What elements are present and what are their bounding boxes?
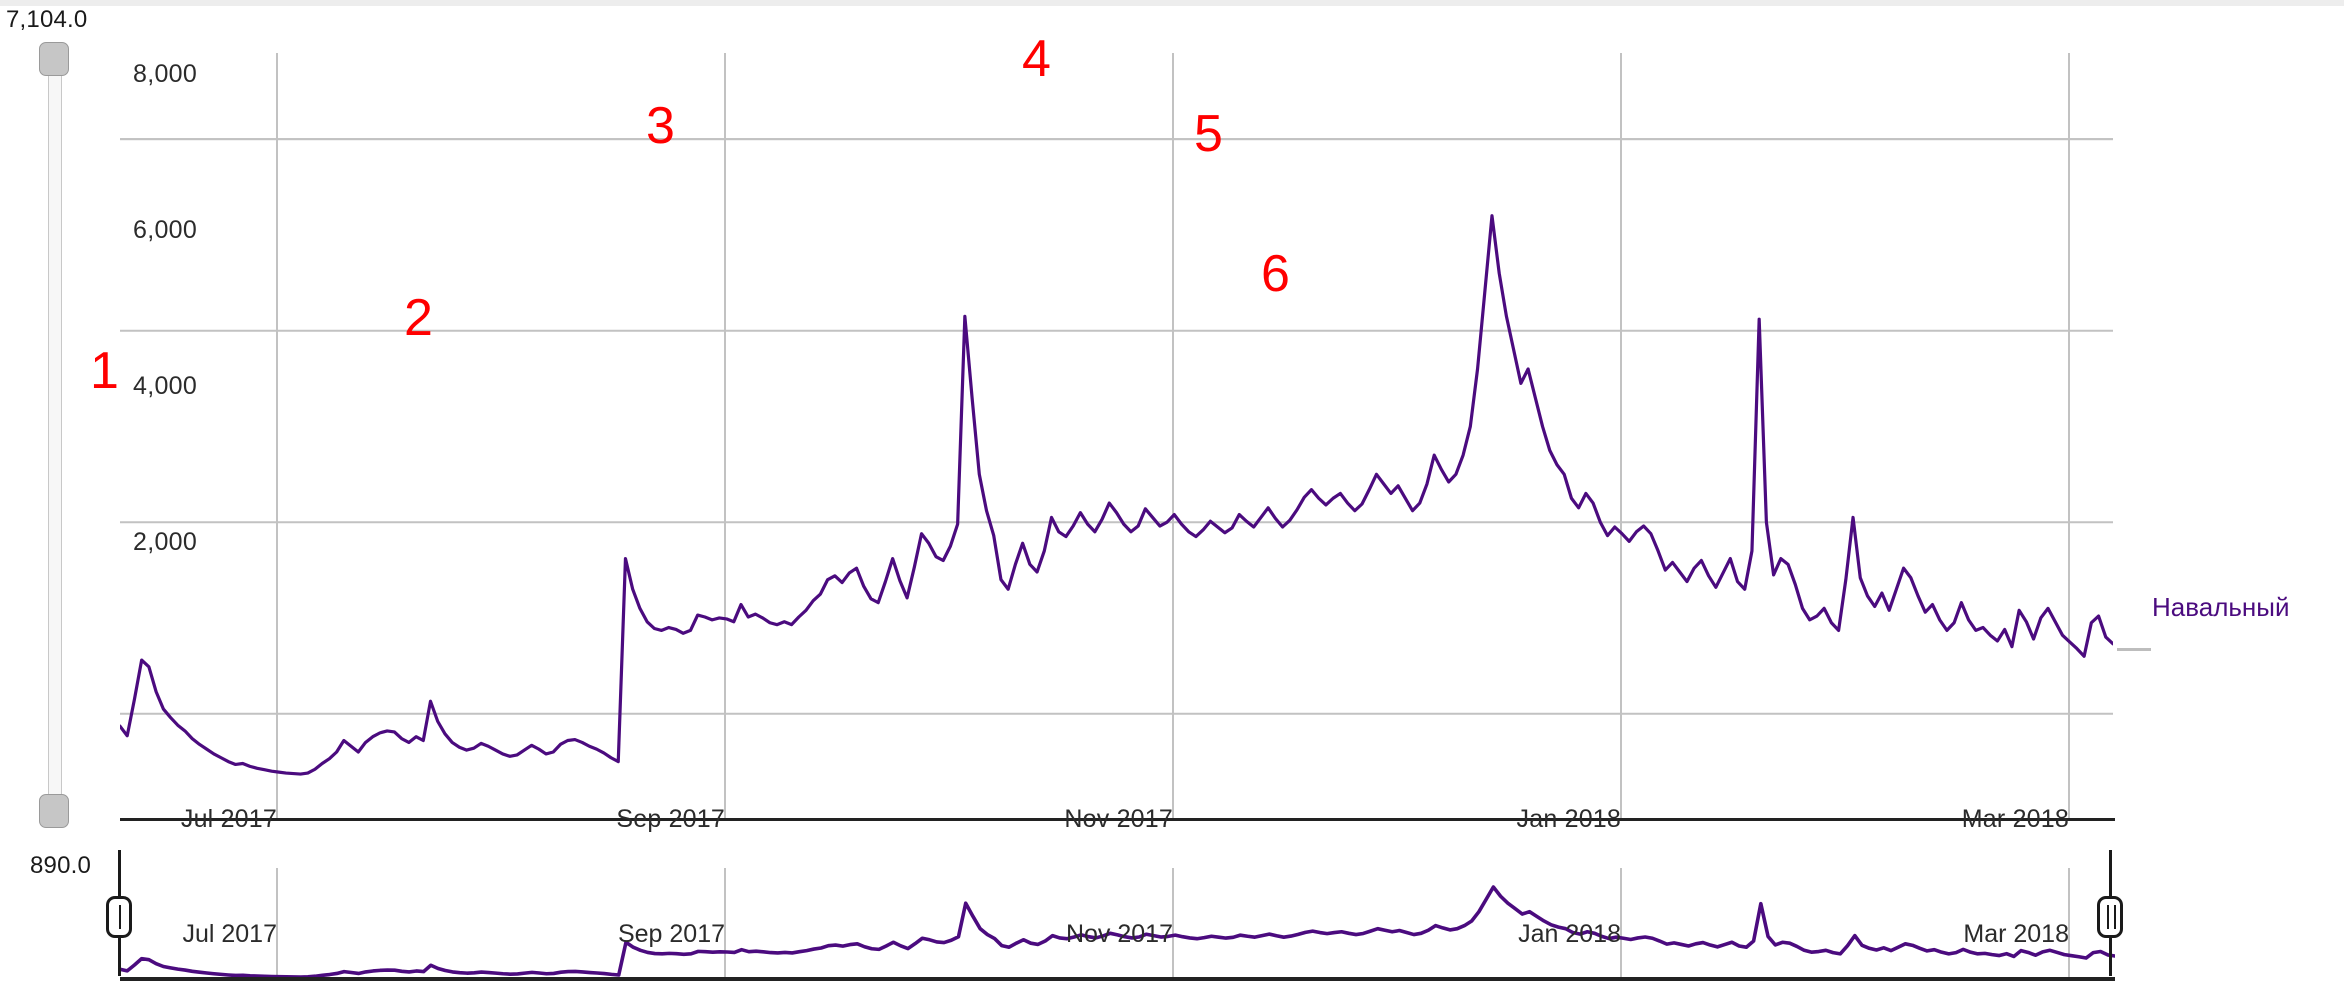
navigator-left-grip-icon[interactable] — [106, 896, 132, 938]
y-tick-label-4000: 4,000 — [133, 372, 198, 400]
legend-line-stub — [2117, 648, 2151, 651]
main-chart-plot[interactable] — [120, 53, 2113, 820]
navigator-series-line — [118, 885, 2117, 979]
navigator-gridlines — [276, 868, 2070, 980]
x-tick-label-mar-2018: Mar 2018 — [1961, 805, 2069, 833]
annotation-marker-5: 5 — [1194, 105, 1223, 163]
x-tick-label-jul-2017: Jul 2017 — [180, 805, 277, 833]
x-tick-label-nov-2017: Nov 2017 — [1064, 805, 1173, 833]
navigator-x-tick-jan-2018: Jan 2018 — [1518, 920, 1621, 948]
navigator-plot[interactable] — [118, 868, 2117, 980]
navigator-x-tick-mar-2018: Mar 2018 — [1963, 920, 2069, 948]
chart-gridlines — [120, 53, 2113, 820]
annotation-marker-2: 2 — [404, 289, 433, 347]
x-axis-line — [120, 818, 2115, 821]
y-axis-range-slider[interactable] — [34, 40, 74, 830]
annotation-marker-4: 4 — [1022, 30, 1051, 88]
navigator[interactable]: Jul 2017 Sep 2017 Nov 2017 Jan 2018 Mar … — [106, 850, 2123, 988]
navigator-svg — [118, 868, 2117, 980]
navigator-x-tick-nov-2017: Nov 2017 — [1065, 920, 1173, 948]
top-divider-strip — [0, 0, 2344, 6]
series-line-navalny — [120, 214, 2113, 776]
y-slider-track[interactable] — [48, 58, 62, 812]
series-label-navalny: Навальный — [2152, 592, 2290, 622]
y-slider-max-thumb[interactable] — [39, 42, 69, 76]
navigator-baseline — [120, 977, 2115, 981]
y-tick-label-2000: 2,000 — [133, 528, 198, 556]
navigator-right-grip-icon[interactable] — [2097, 896, 2123, 938]
navigator-x-tick-sep-2017: Sep 2017 — [617, 920, 725, 948]
annotation-marker-6: 6 — [1261, 245, 1290, 303]
y-tick-label-6000: 6,000 — [133, 216, 198, 244]
main-chart[interactable] — [120, 30, 2113, 820]
y-slider-min-thumb[interactable] — [39, 794, 69, 828]
y-tick-label-8000: 8,000 — [133, 60, 198, 88]
x-tick-label-jan-2018: Jan 2018 — [1516, 805, 1621, 833]
main-chart-svg — [120, 53, 2113, 820]
annotation-marker-3: 3 — [646, 97, 675, 155]
navigator-x-tick-jul-2017: Jul 2017 — [182, 920, 277, 948]
y-slider-min-label: 890.0 — [30, 852, 92, 879]
annotation-marker-1: 1 — [90, 342, 119, 400]
x-tick-label-sep-2017: Sep 2017 — [616, 805, 725, 833]
y-slider-max-label: 7,104.0 — [6, 6, 88, 33]
